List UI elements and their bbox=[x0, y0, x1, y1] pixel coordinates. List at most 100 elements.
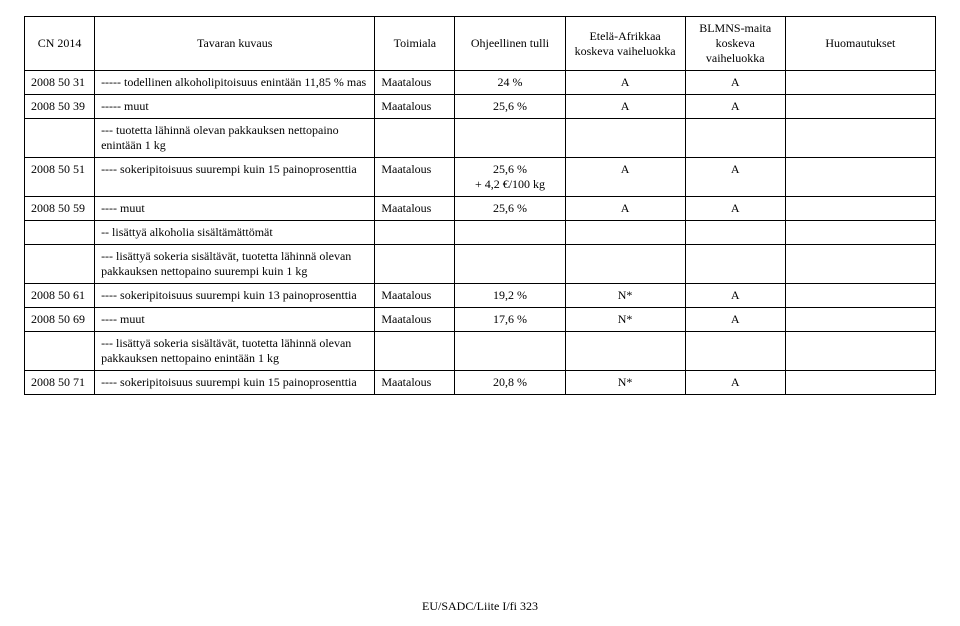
cell-ea bbox=[565, 332, 685, 371]
col-tulli: Ohjeellinen tulli bbox=[455, 17, 565, 71]
cell-tulli: 20,8 % bbox=[455, 371, 565, 395]
cell-cn: 2008 50 71 bbox=[25, 371, 95, 395]
cell-blm: A bbox=[685, 308, 785, 332]
cell-cn bbox=[25, 332, 95, 371]
table-row: 2008 50 69---- muutMaatalous17,6 %N*A bbox=[25, 308, 936, 332]
cell-ea: N* bbox=[565, 308, 685, 332]
cell-tulli bbox=[455, 221, 565, 245]
cell-toim: Maatalous bbox=[375, 308, 455, 332]
cell-toim bbox=[375, 245, 455, 284]
cell-cn: 2008 50 51 bbox=[25, 158, 95, 197]
cell-huom bbox=[785, 221, 935, 245]
cell-blm: A bbox=[685, 371, 785, 395]
cell-toim: Maatalous bbox=[375, 284, 455, 308]
cell-huom bbox=[785, 119, 935, 158]
cell-tulli bbox=[455, 119, 565, 158]
cell-cn bbox=[25, 119, 95, 158]
cell-cn bbox=[25, 245, 95, 284]
col-toim: Toimiala bbox=[375, 17, 455, 71]
page: CN 2014 Tavaran kuvaus Toimiala Ohjeelli… bbox=[0, 0, 960, 395]
cell-cn: 2008 50 69 bbox=[25, 308, 95, 332]
cell-desc: ----- muut bbox=[95, 95, 375, 119]
cell-tulli: 25,6 % bbox=[455, 197, 565, 221]
table-row: --- lisättyä sokeria sisältävät, tuotett… bbox=[25, 245, 936, 284]
cell-blm: A bbox=[685, 158, 785, 197]
table-row: --- lisättyä sokeria sisältävät, tuotett… bbox=[25, 332, 936, 371]
cell-toim: Maatalous bbox=[375, 95, 455, 119]
cell-toim: Maatalous bbox=[375, 371, 455, 395]
cell-tulli: 25,6 % + 4,2 €/100 kg bbox=[455, 158, 565, 197]
cell-huom bbox=[785, 332, 935, 371]
cell-ea: A bbox=[565, 95, 685, 119]
cell-desc: ---- sokeripitoisuus suurempi kuin 15 pa… bbox=[95, 371, 375, 395]
cell-ea: N* bbox=[565, 284, 685, 308]
col-blm: BLMNS-maita koskeva vaiheluokka bbox=[685, 17, 785, 71]
cell-huom bbox=[785, 245, 935, 284]
cell-huom bbox=[785, 197, 935, 221]
cell-tulli: 25,6 % bbox=[455, 95, 565, 119]
table-row: 2008 50 61---- sokeripitoisuus suurempi … bbox=[25, 284, 936, 308]
cell-blm bbox=[685, 221, 785, 245]
cell-huom bbox=[785, 95, 935, 119]
table-row: -- lisättyä alkoholia sisältämättömät bbox=[25, 221, 936, 245]
cell-huom bbox=[785, 158, 935, 197]
cell-blm bbox=[685, 119, 785, 158]
cell-desc: -- lisättyä alkoholia sisältämättömät bbox=[95, 221, 375, 245]
cell-cn: 2008 50 31 bbox=[25, 71, 95, 95]
cell-ea bbox=[565, 119, 685, 158]
col-huom: Huomautukset bbox=[785, 17, 935, 71]
cell-tulli bbox=[455, 245, 565, 284]
cell-desc: ---- muut bbox=[95, 308, 375, 332]
cell-huom bbox=[785, 308, 935, 332]
cell-desc: ---- sokeripitoisuus suurempi kuin 13 pa… bbox=[95, 284, 375, 308]
cell-cn: 2008 50 39 bbox=[25, 95, 95, 119]
cell-huom bbox=[785, 284, 935, 308]
col-ea: Etelä-Afrikkaa koskeva vaiheluokka bbox=[565, 17, 685, 71]
header-row: CN 2014 Tavaran kuvaus Toimiala Ohjeelli… bbox=[25, 17, 936, 71]
cell-tulli: 17,6 % bbox=[455, 308, 565, 332]
cell-tulli: 19,2 % bbox=[455, 284, 565, 308]
col-cn: CN 2014 bbox=[25, 17, 95, 71]
table-row: 2008 50 31----- todellinen alkoholipitoi… bbox=[25, 71, 936, 95]
cell-tulli: 24 % bbox=[455, 71, 565, 95]
cell-desc: --- lisättyä sokeria sisältävät, tuotett… bbox=[95, 245, 375, 284]
tariff-table: CN 2014 Tavaran kuvaus Toimiala Ohjeelli… bbox=[24, 16, 936, 395]
cell-blm: A bbox=[685, 71, 785, 95]
cell-desc: ---- muut bbox=[95, 197, 375, 221]
cell-blm: A bbox=[685, 95, 785, 119]
cell-ea: A bbox=[565, 197, 685, 221]
cell-desc: ----- todellinen alkoholipitoisuus enint… bbox=[95, 71, 375, 95]
cell-ea: A bbox=[565, 71, 685, 95]
cell-toim: Maatalous bbox=[375, 197, 455, 221]
table-row: --- tuotetta lähinnä olevan pakkauksen n… bbox=[25, 119, 936, 158]
cell-cn bbox=[25, 221, 95, 245]
table-row: 2008 50 59---- muutMaatalous25,6 %AA bbox=[25, 197, 936, 221]
table-body: 2008 50 31----- todellinen alkoholipitoi… bbox=[25, 71, 936, 395]
cell-desc: ---- sokeripitoisuus suurempi kuin 15 pa… bbox=[95, 158, 375, 197]
cell-blm bbox=[685, 332, 785, 371]
cell-desc: --- lisättyä sokeria sisältävät, tuotett… bbox=[95, 332, 375, 371]
cell-blm: A bbox=[685, 197, 785, 221]
cell-toim bbox=[375, 119, 455, 158]
cell-huom bbox=[785, 71, 935, 95]
cell-cn: 2008 50 61 bbox=[25, 284, 95, 308]
cell-toim bbox=[375, 332, 455, 371]
cell-blm bbox=[685, 245, 785, 284]
table-row: 2008 50 51---- sokeripitoisuus suurempi … bbox=[25, 158, 936, 197]
cell-tulli bbox=[455, 332, 565, 371]
cell-toim bbox=[375, 221, 455, 245]
cell-toim: Maatalous bbox=[375, 158, 455, 197]
cell-desc: --- tuotetta lähinnä olevan pakkauksen n… bbox=[95, 119, 375, 158]
col-desc: Tavaran kuvaus bbox=[95, 17, 375, 71]
cell-huom bbox=[785, 371, 935, 395]
cell-ea bbox=[565, 245, 685, 284]
cell-ea: N* bbox=[565, 371, 685, 395]
table-row: 2008 50 71---- sokeripitoisuus suurempi … bbox=[25, 371, 936, 395]
cell-cn: 2008 50 59 bbox=[25, 197, 95, 221]
cell-blm: A bbox=[685, 284, 785, 308]
page-footer: EU/SADC/Liite I/fi 323 bbox=[0, 599, 960, 614]
cell-ea: A bbox=[565, 158, 685, 197]
table-row: 2008 50 39----- muutMaatalous25,6 %AA bbox=[25, 95, 936, 119]
table-head: CN 2014 Tavaran kuvaus Toimiala Ohjeelli… bbox=[25, 17, 936, 71]
cell-toim: Maatalous bbox=[375, 71, 455, 95]
